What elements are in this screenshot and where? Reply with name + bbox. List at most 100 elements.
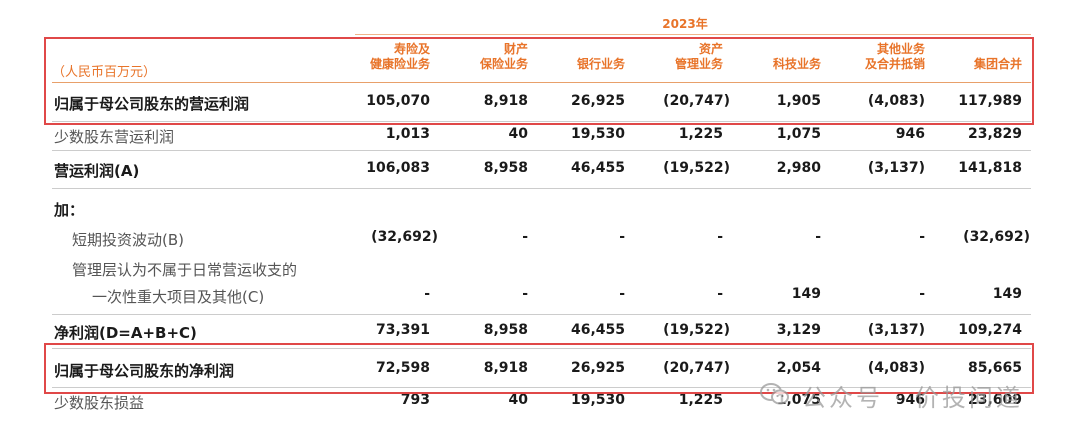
year-divider xyxy=(355,34,1031,35)
table-row-one-off-items-line1: 管理层认为不属于日常营运收支的 xyxy=(0,257,1080,283)
table-cell: - xyxy=(815,229,821,245)
col-header-group-consolidated: 集团合并 xyxy=(974,42,1022,72)
table-row-short-term-investment: 短期投资波动(B) (32,692) - - - - - (32,692) xyxy=(0,227,1080,253)
row-divider xyxy=(52,348,1031,349)
col-header-line1: 寿险及 xyxy=(393,42,430,56)
table-header: （人民币百万元） 寿险及 健康险业务 财产 保险业务 银行业务 资产 管理业务 … xyxy=(0,42,1080,82)
watermark: 公众号 · 价投问道 xyxy=(760,376,1060,412)
row-label: 营运利润(A) xyxy=(54,162,140,180)
row-divider xyxy=(52,314,1031,315)
table-cell: (3,137) xyxy=(867,160,925,176)
col-header-line2: 科技业务 xyxy=(772,57,821,71)
table-cell: 8,958 xyxy=(483,322,528,338)
col-header-line2: 集团合并 xyxy=(973,57,1022,71)
table-cell: 946 xyxy=(895,126,925,142)
header-divider xyxy=(52,82,1031,83)
table-cell: 19,530 xyxy=(570,126,625,142)
col-header-other-elimination: 其他业务 及合并抵销 xyxy=(865,42,925,72)
table-cell: 141,818 xyxy=(958,160,1022,176)
row-label: 归属于母公司股东的营运利润 xyxy=(54,95,250,113)
col-header-line1: 财产 xyxy=(503,42,528,56)
row-label: 一次性重大项目及其他(C) xyxy=(92,288,265,306)
table-cell: - xyxy=(424,286,430,302)
col-header-line1: 资产 xyxy=(698,42,723,56)
wechat-icon xyxy=(760,383,789,405)
table-cell: (20,747) xyxy=(663,93,730,109)
col-header-line2: 及合并抵销 xyxy=(864,57,925,71)
table-row-operating-profit-a: 营运利润(A) 106,083 8,958 46,455 (19,522) 2,… xyxy=(0,158,1080,184)
table-row-add: 加： xyxy=(0,197,1080,223)
highlight-box-operating-profit xyxy=(44,37,1034,125)
row-divider xyxy=(52,150,1031,151)
year-header: 2023年 xyxy=(662,17,708,31)
table-cell: 23,829 xyxy=(967,126,1022,142)
table-cell: 1,905 xyxy=(776,93,821,109)
col-header-line1: 其他业务 xyxy=(876,42,925,56)
currency-unit-label: （人民币百万元） xyxy=(52,65,157,80)
table-cell: - xyxy=(717,229,723,245)
table-cell: 85,665 xyxy=(967,360,1022,376)
table-cell: (32,692) xyxy=(963,229,1030,245)
row-label: 加： xyxy=(54,201,85,219)
table-cell: 3,129 xyxy=(776,322,821,338)
row-divider xyxy=(52,121,1031,122)
table-cell: (4,083) xyxy=(867,93,925,109)
table-cell: 106,083 xyxy=(366,160,430,176)
col-header-banking: 银行业务 xyxy=(577,42,625,72)
table-cell: 72,598 xyxy=(375,360,430,376)
table-cell: (19,522) xyxy=(663,322,730,338)
row-divider xyxy=(52,387,1031,388)
table-cell: 46,455 xyxy=(570,160,625,176)
table-cell: 73,391 xyxy=(375,322,430,338)
col-header-life-health: 寿险及 健康险业务 xyxy=(370,42,430,72)
table-cell: 26,925 xyxy=(570,360,625,376)
table-cell: 1,225 xyxy=(678,126,723,142)
table-cell: 40 xyxy=(508,126,528,142)
row-label: 管理层认为不属于日常营运收支的 xyxy=(72,261,298,279)
col-header-property-casualty: 财产 保险业务 xyxy=(480,42,528,72)
watermark-text: 公众号 · 价投问道 xyxy=(802,384,1023,412)
col-header-line2: 健康险业务 xyxy=(369,57,430,71)
table-cell: 23,609 xyxy=(967,392,1022,408)
table-cell: 8,918 xyxy=(483,360,528,376)
table-cell: - xyxy=(919,229,925,245)
table-row-parent-net-profit: 归属于母公司股东的净利润 72,598 8,918 26,925 (20,747… xyxy=(0,358,1080,384)
row-label: 少数股东营运利润 xyxy=(54,128,175,146)
table-row-net-profit-d: 净利润(D=A+B+C) 73,391 8,958 46,455 (19,522… xyxy=(0,320,1080,346)
table-cell: 26,925 xyxy=(570,93,625,109)
table-cell: 1,225 xyxy=(678,392,723,408)
table-cell: - xyxy=(522,286,528,302)
table-cell: 19,530 xyxy=(570,392,625,408)
table-cell: (20,747) xyxy=(663,360,730,376)
table-cell: - xyxy=(619,286,625,302)
table-cell: - xyxy=(717,286,723,302)
table-cell: 1,075 xyxy=(776,126,821,142)
table-cell: (19,522) xyxy=(663,160,730,176)
col-header-asset-management: 资产 管理业务 xyxy=(675,42,723,72)
col-header-line2: 管理业务 xyxy=(674,57,723,71)
table-row-minority-operating-profit: 少数股东营运利润 1,013 40 19,530 1,225 1,075 946… xyxy=(0,124,1080,150)
col-header-technology: 科技业务 xyxy=(773,42,821,72)
table-cell: (4,083) xyxy=(867,360,925,376)
table-cell: 46,455 xyxy=(570,322,625,338)
table-cell: 149 xyxy=(992,286,1022,302)
table-cell: 8,918 xyxy=(483,93,528,109)
row-label: 净利润(D=A+B+C) xyxy=(54,324,197,342)
table-cell: 105,070 xyxy=(366,93,430,109)
col-header-line2: 银行业务 xyxy=(576,57,625,71)
table-cell: 946 xyxy=(895,392,925,408)
table-cell: 109,274 xyxy=(958,322,1022,338)
table-cell: 149 xyxy=(791,286,821,302)
table-cell: 793 xyxy=(400,392,430,408)
table-cell: - xyxy=(522,229,528,245)
row-label: 少数股东损益 xyxy=(54,394,145,412)
table-row-one-off-items-c: 一次性重大项目及其他(C) - - - - 149 - 149 xyxy=(0,284,1080,310)
row-label: 短期投资波动(B) xyxy=(72,231,184,249)
table-cell: 2,980 xyxy=(776,160,821,176)
col-header-line2: 保险业务 xyxy=(479,57,528,71)
highlight-box-net-profit xyxy=(44,343,1034,394)
table-cell: - xyxy=(619,229,625,245)
table-cell: (32,692) xyxy=(371,229,438,245)
table-cell: 40 xyxy=(508,392,528,408)
row-divider xyxy=(52,188,1031,189)
